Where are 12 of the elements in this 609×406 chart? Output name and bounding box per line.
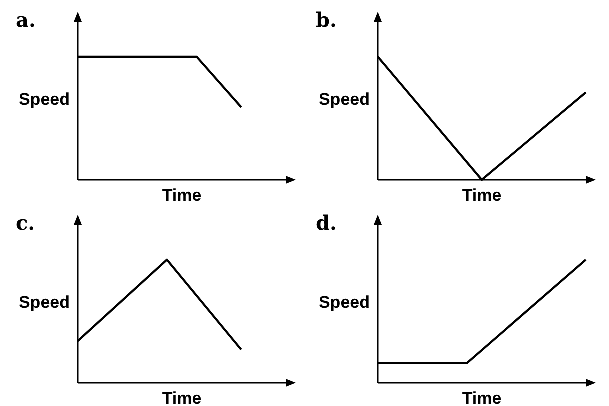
x-axis-title: Time xyxy=(161,389,203,406)
y-axis-title: Speed xyxy=(18,293,70,313)
x-axis-title: Time xyxy=(161,186,203,206)
x-axis-title: Time xyxy=(461,186,503,206)
y-axis-title: Speed xyxy=(18,90,70,110)
chart-title: d. xyxy=(316,211,337,235)
chart-title: a. xyxy=(16,8,36,32)
x-axis-title: Time xyxy=(461,389,503,406)
y-axis-title: Speed xyxy=(318,90,370,110)
chart-title: c. xyxy=(16,211,36,235)
chart-title: b. xyxy=(316,8,337,32)
y-axis-title: Speed xyxy=(318,293,370,313)
